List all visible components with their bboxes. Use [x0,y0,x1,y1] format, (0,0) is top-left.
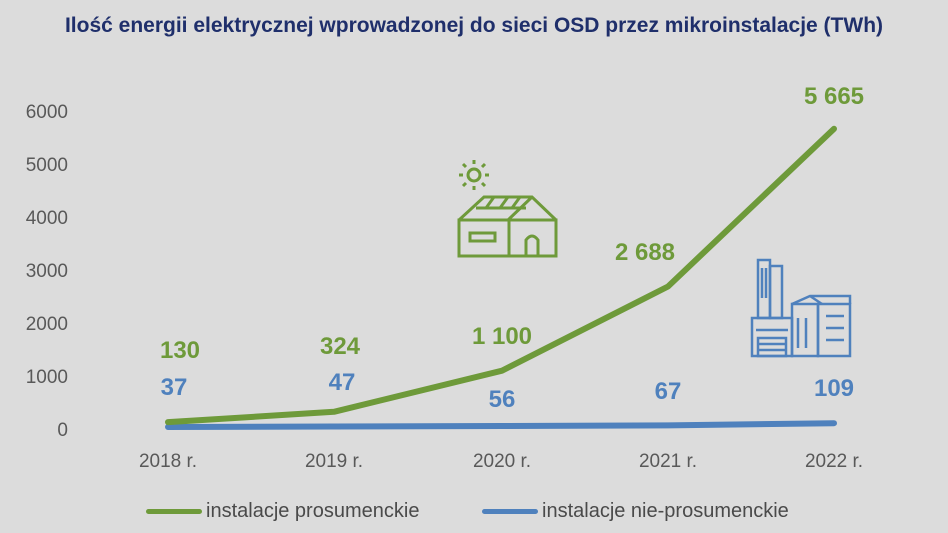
legend-item-prosumenckie: instalacje prosumenckie [146,500,419,523]
y-tick-label: 6000 [26,102,68,123]
line-prosumenckie [165,125,837,426]
data-label-nie-prosumenckie: 67 [655,378,682,405]
series-lines [165,125,837,430]
legend-label-prosumenckie: instalacje prosumenckie [206,500,420,522]
y-tick-label: 3000 [26,261,68,282]
x-tick-label: 2022 r. [805,451,863,472]
data-label-prosumenckie: 130 [160,337,200,364]
x-tick-label: 2019 r. [305,451,363,472]
y-tick-label: 1000 [26,367,68,388]
legend-swatch-prosumenckie [146,509,202,514]
y-tick-label: 4000 [26,208,68,229]
y-axis-ticks: 0 1000 2000 3000 4000 5000 6000 [26,102,68,441]
y-tick-label: 2000 [26,314,68,335]
legend-swatch-nie-prosumenckie [482,509,538,514]
data-label-prosumenckie: 324 [320,333,361,360]
data-label-prosumenckie: 5 665 [804,83,864,110]
legend-item-nie-prosumenckie: instalacje nie-prosumenckie [482,500,789,523]
x-axis-ticks: 2018 r. 2019 r. 2020 r. 2021 r. 2022 r. [139,451,863,472]
data-label-nie-prosumenckie: 56 [489,386,516,413]
chart-title: Ilość energii elektrycznej wprowadzonej … [64,14,884,37]
line-nie-prosumenckie [165,420,837,430]
chart-legend: instalacje prosumenckie instalacje nie-p… [0,500,948,526]
sun-house-icon [457,160,558,258]
x-tick-label: 2020 r. [473,451,531,472]
x-tick-label: 2018 r. [139,451,197,472]
y-tick-label: 0 [57,420,68,441]
factory-icon [750,258,852,358]
y-tick-label: 5000 [26,155,68,176]
data-label-nie-prosumenckie: 47 [329,369,356,396]
data-label-nie-prosumenckie: 37 [161,374,188,401]
line-chart: 0 1000 2000 3000 4000 5000 6000 2018 r. 2019 r.… [26,83,864,472]
data-labels: 130 324 1 100 2 688 5 665 37 47 56 67 109 [160,83,864,413]
data-label-prosumenckie: 1 100 [472,323,532,350]
data-label-nie-prosumenckie: 109 [814,375,854,402]
data-label-prosumenckie: 2 688 [615,239,675,266]
legend-label-nie-prosumenckie: instalacje nie-prosumenckie [542,500,789,522]
x-tick-label: 2021 r. [639,451,697,472]
